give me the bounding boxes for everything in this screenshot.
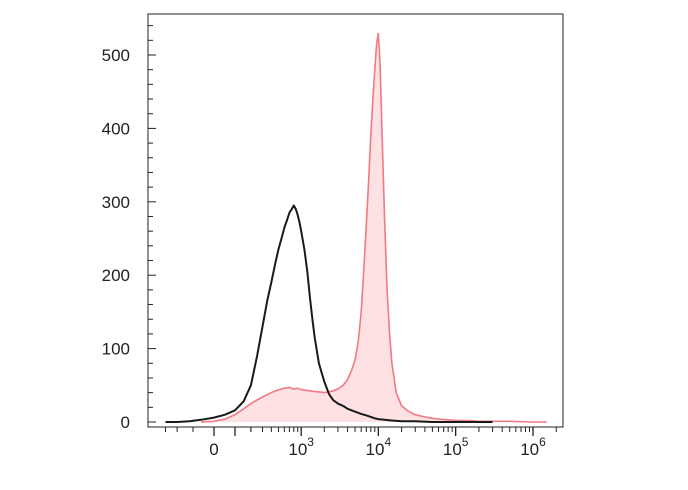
line-series-group xyxy=(165,204,493,423)
x-tick-label: 104 xyxy=(366,435,392,459)
y-tick-label: 100 xyxy=(102,340,130,359)
series-1-line xyxy=(165,204,493,423)
x-tick-label: 106 xyxy=(520,435,546,459)
y-tick-label: 300 xyxy=(102,193,130,212)
y-axis: 0 100 200 300 400 500 xyxy=(102,25,156,432)
y-tick-label: 500 xyxy=(102,46,130,65)
filled-series-group xyxy=(200,32,547,423)
x-tick-label: 103 xyxy=(288,435,314,459)
series-0-outline xyxy=(200,32,547,423)
y-tick-label: 400 xyxy=(102,119,130,138)
x-tick-label: 0 xyxy=(209,440,218,459)
y-tick-label: 200 xyxy=(102,266,130,285)
x-axis: 0 103 104 105 106 xyxy=(165,427,557,459)
x-tick-label: 105 xyxy=(443,435,469,459)
y-tick-label: 0 xyxy=(121,413,130,432)
series-0-area xyxy=(200,33,547,422)
